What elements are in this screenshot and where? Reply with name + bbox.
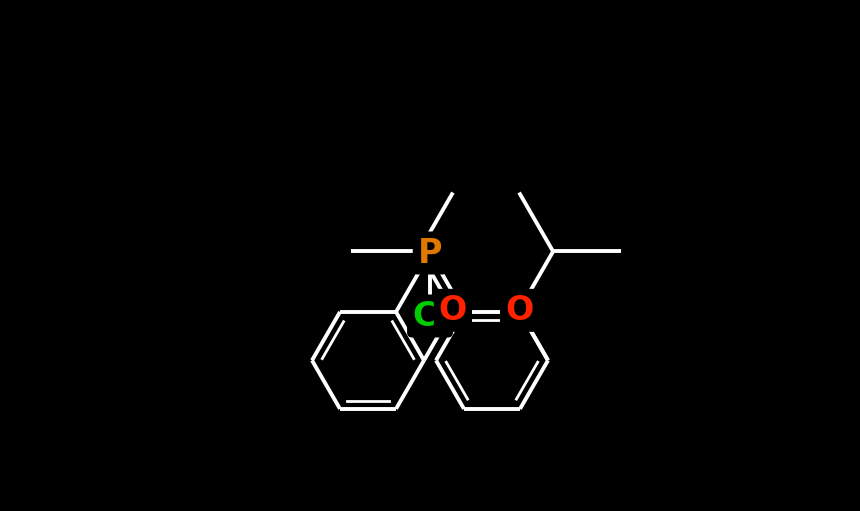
Text: Cl: Cl — [412, 299, 448, 333]
Text: P: P — [418, 237, 442, 269]
Text: O: O — [505, 294, 533, 327]
Text: O: O — [439, 294, 467, 327]
